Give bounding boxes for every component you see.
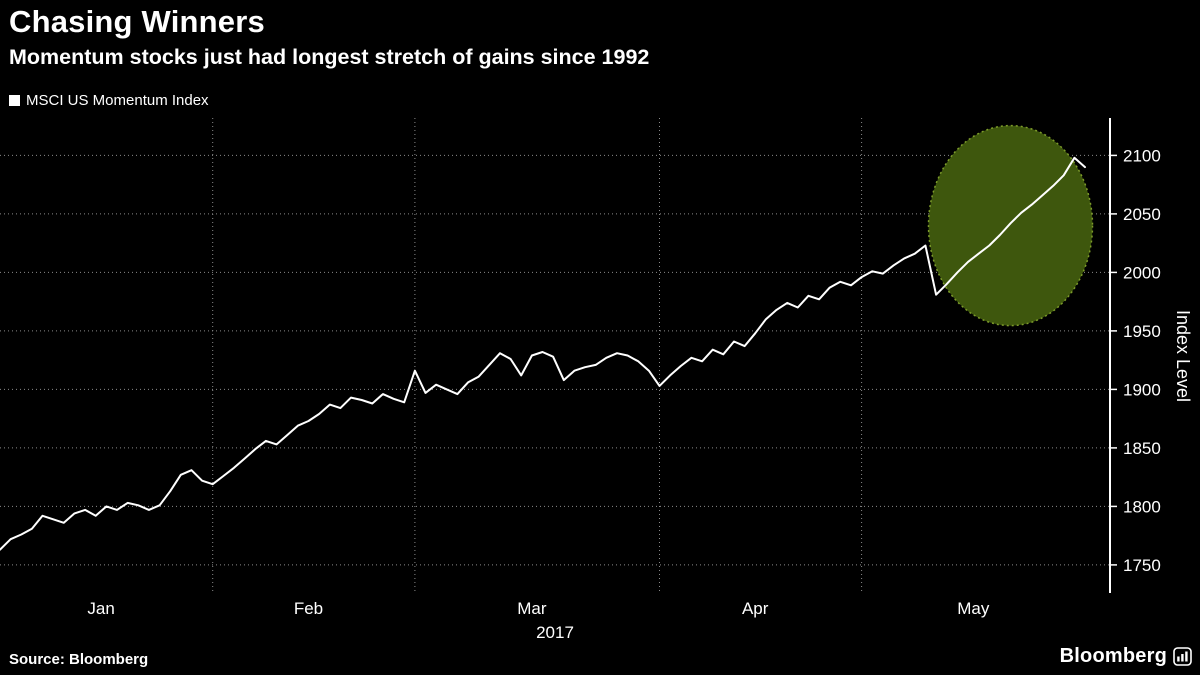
source-note: Source: Bloomberg (9, 651, 149, 668)
y-axis: 1750 1800 1850 1900 1950 2000 2050 2100 (1109, 118, 1161, 593)
chart-subtitle: Momentum stocks just had longest stretch… (9, 45, 650, 69)
highlight-ellipse (927, 124, 1094, 327)
x-month-label: Feb (294, 599, 323, 618)
y-tick-label: 2050 (1123, 205, 1161, 224)
y-tick-label: 2000 (1123, 263, 1161, 282)
x-month-label: Mar (517, 599, 547, 618)
x-axis-labels: Jan Feb Mar Apr May (87, 599, 989, 618)
y-axis-title: Index Level (1173, 309, 1193, 403)
chart-title: Chasing Winners (9, 4, 265, 39)
y-tick-label: 1950 (1123, 322, 1161, 341)
y-tick-label: 1800 (1123, 497, 1161, 516)
bloomberg-logo-icon (1173, 647, 1192, 666)
y-tick-label: 1750 (1123, 556, 1161, 575)
x-month-label: May (957, 599, 990, 618)
y-tick-label: 1850 (1123, 439, 1161, 458)
x-month-label: Jan (87, 599, 114, 618)
x-month-label: Apr (742, 599, 769, 618)
legend-swatch-icon (9, 95, 20, 106)
y-tick-label: 1900 (1123, 380, 1161, 399)
gridlines (0, 118, 1110, 593)
legend-label: MSCI US Momentum Index (26, 92, 209, 109)
bloomberg-wordmark: Bloomberg (1059, 645, 1167, 667)
x-axis-year-label: 2017 (536, 623, 574, 642)
bloomberg-brand: Bloomberg (1060, 645, 1192, 668)
legend: MSCI US Momentum Index (9, 92, 209, 109)
y-tick-label: 2100 (1123, 146, 1161, 165)
series-line-msci-momentum (0, 156, 1086, 551)
